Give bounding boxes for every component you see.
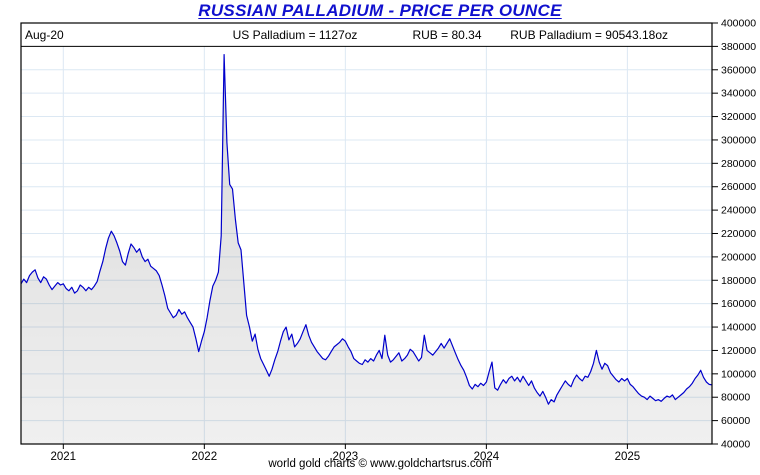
- y-tick-label: 240000: [721, 205, 756, 217]
- header-rub-palladium: RUB Palladium = 90543.18oz: [510, 28, 668, 42]
- y-tick-label: 360000: [721, 64, 756, 76]
- page-title: RUSSIAN PALLADIUM - PRICE PER OUNCE: [198, 1, 562, 20]
- x-tick-label: 2023: [333, 451, 359, 463]
- x-tick-label: 2025: [615, 451, 641, 463]
- y-tick-label: 140000: [721, 322, 756, 334]
- y-tick-label: 300000: [721, 134, 756, 146]
- y-tick-label: 180000: [721, 275, 756, 287]
- y-tick-label: 40000: [721, 439, 750, 451]
- y-tick-label: 100000: [721, 368, 756, 380]
- y-tick-label: 160000: [721, 298, 756, 310]
- y-tick-label: 340000: [721, 88, 756, 100]
- y-tick-label: 280000: [721, 158, 756, 170]
- header-date-label: Aug-20: [25, 28, 64, 42]
- footer-credit: world gold charts © www.goldchartsrus.co…: [268, 458, 492, 470]
- y-tick-label: 400000: [721, 18, 756, 30]
- y-tick-label: 200000: [721, 251, 756, 263]
- header-rub-rate: RUB = 80.34: [412, 28, 482, 42]
- x-tick-label: 2022: [192, 451, 218, 463]
- y-tick-label: 320000: [721, 111, 756, 123]
- y-tick-label: 220000: [721, 228, 756, 240]
- x-tick-label: 2024: [474, 451, 500, 463]
- y-tick-label: 260000: [721, 181, 756, 193]
- area-fill: [21, 54, 712, 444]
- price-line: [20, 54, 713, 405]
- x-tick-label: 2021: [51, 451, 77, 463]
- header-us-palladium: US Palladium = 1127oz: [232, 28, 358, 42]
- y-tick-label: 120000: [721, 345, 756, 357]
- y-tick-label: 60000: [721, 415, 750, 427]
- y-tick-label: 80000: [721, 392, 750, 404]
- y-tick-label: 380000: [721, 41, 756, 53]
